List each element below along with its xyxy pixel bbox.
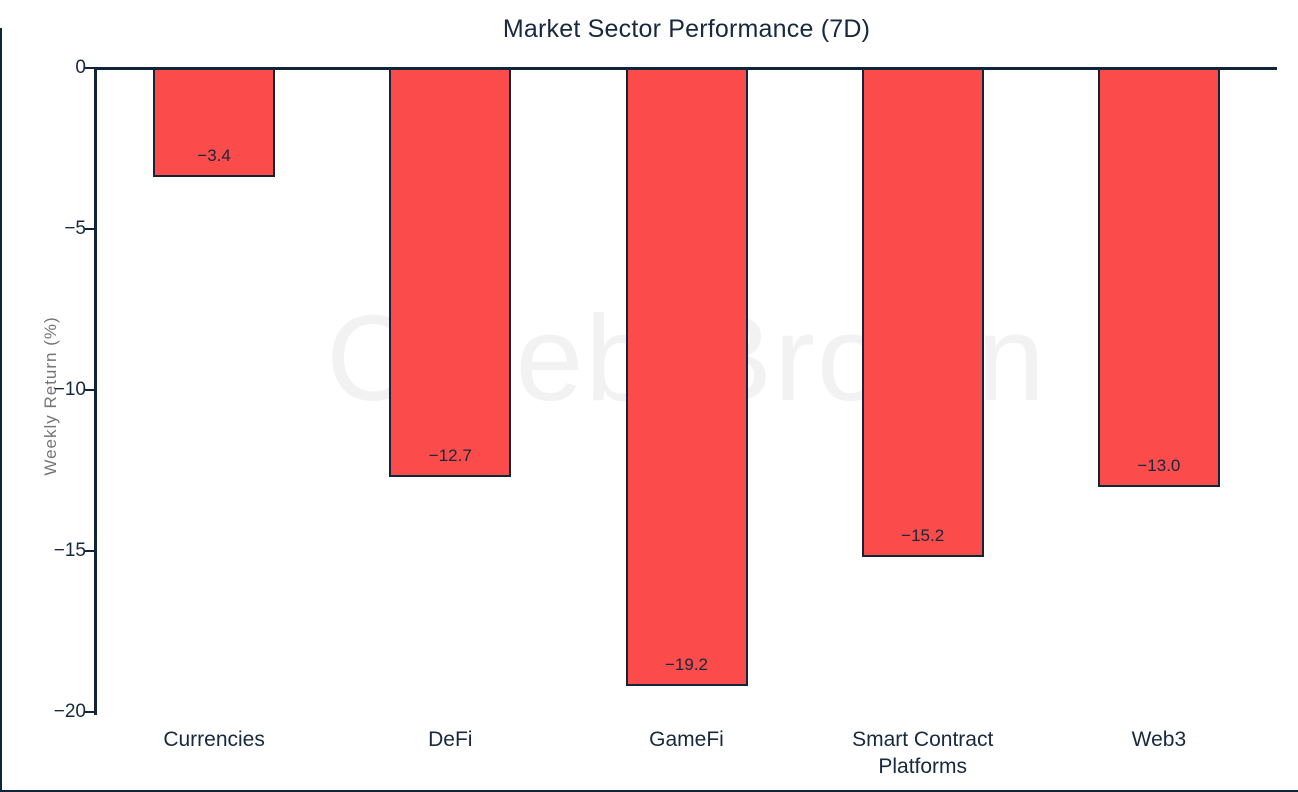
bar-value-label: −3.4 xyxy=(197,146,231,166)
y-tick-mark xyxy=(85,228,95,230)
bar-value-label: −19.2 xyxy=(664,655,708,675)
bar-gamefi: −19.2 xyxy=(625,68,748,687)
y-tick-mark xyxy=(85,711,95,713)
y-tick-label: −10 xyxy=(53,379,86,400)
zero-baseline xyxy=(94,67,1277,70)
bar-value-label: −12.7 xyxy=(428,445,472,465)
y-tick-label: 0 xyxy=(75,57,86,78)
y-tick-mark xyxy=(85,389,95,391)
bar-smart-contract-platforms: −15.2 xyxy=(861,68,984,558)
window-left-edge xyxy=(0,28,2,792)
x-category-label-defi: DeFi xyxy=(428,728,473,751)
bar-currencies: −3.4 xyxy=(153,68,276,178)
bar-value-label: −15.2 xyxy=(901,526,945,546)
x-category-label-currencies: Currencies xyxy=(163,728,265,751)
y-tick-mark xyxy=(85,550,95,552)
x-category-label-web3: Web3 xyxy=(1131,728,1187,751)
y-tick-label: −20 xyxy=(53,701,86,722)
bar-web3: −13.0 xyxy=(1097,68,1220,487)
y-tick-label: −15 xyxy=(53,540,86,561)
x-category-label-gamefi: GameFi xyxy=(649,728,724,751)
chart-title: Market Sector Performance (7D) xyxy=(502,15,871,43)
y-tick-mark xyxy=(85,67,95,69)
bar-value-label: −13.0 xyxy=(1137,455,1181,475)
y-axis-line xyxy=(94,67,97,715)
window-bottom-edge xyxy=(0,790,1298,792)
x-category-label-smart-contract-platforms: Smart Contract Platforms xyxy=(852,728,994,778)
bar-defi: −12.7 xyxy=(389,68,512,477)
y-tick-label: −5 xyxy=(64,218,86,239)
